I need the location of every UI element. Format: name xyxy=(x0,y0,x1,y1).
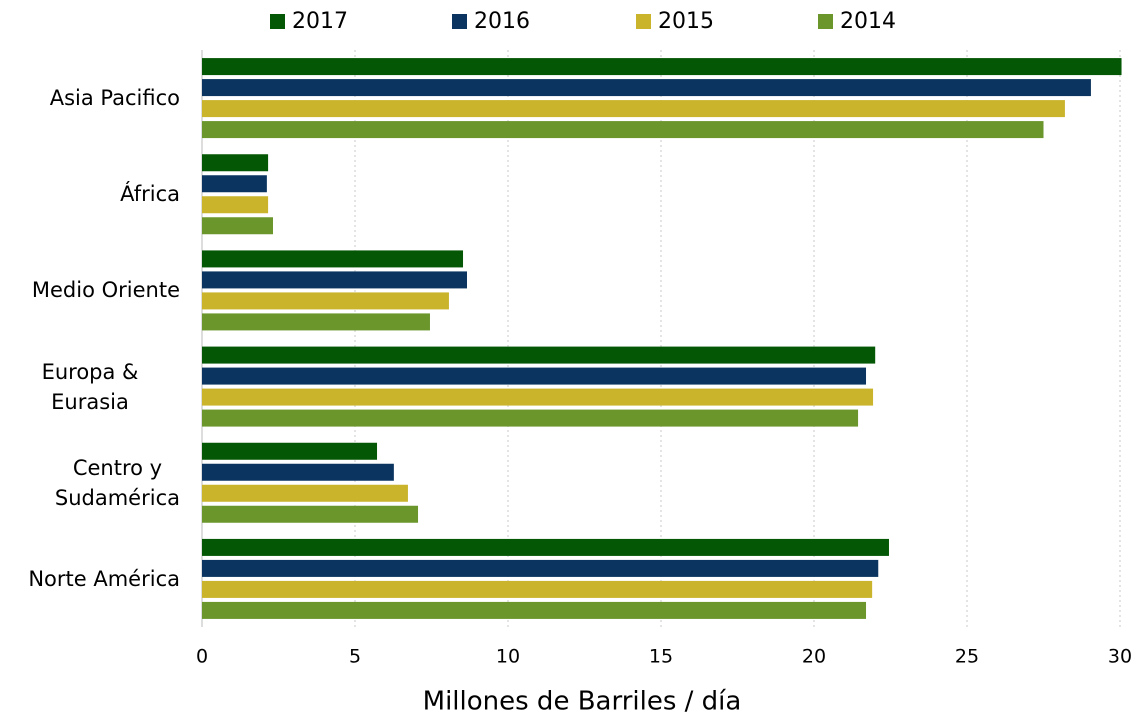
y-tick-label: Europa & Eurasia xyxy=(41,359,139,414)
legend-swatch xyxy=(636,14,651,29)
bar xyxy=(202,580,873,598)
bar xyxy=(202,292,449,310)
bar xyxy=(202,538,889,556)
legend-label: 2017 xyxy=(292,9,348,34)
x-tick-label: 5 xyxy=(349,646,361,668)
bar xyxy=(202,250,464,268)
bar xyxy=(202,484,408,502)
legend-swatch xyxy=(452,14,467,29)
bar xyxy=(202,313,430,331)
bar xyxy=(202,175,267,193)
bar xyxy=(202,58,1122,76)
bar xyxy=(202,121,1044,139)
x-tick-label: 30 xyxy=(1108,646,1132,668)
x-axis-title: Millones de Barriles / día xyxy=(423,687,742,715)
x-tick-label: 20 xyxy=(802,646,826,668)
x-tick-label: 0 xyxy=(196,646,208,668)
legend-swatch xyxy=(818,14,833,29)
legend-label: 2015 xyxy=(658,9,714,34)
bar xyxy=(202,271,467,289)
y-tick-label: Centro y Sudamérica xyxy=(54,455,180,510)
bar xyxy=(202,217,273,235)
x-tick-label: 15 xyxy=(649,646,673,668)
x-tick-label: 10 xyxy=(496,646,520,668)
bar xyxy=(202,559,879,577)
bar xyxy=(202,100,1065,118)
x-tick-label: 25 xyxy=(955,646,979,668)
bar xyxy=(202,463,394,481)
bar xyxy=(202,79,1091,97)
y-tick-label: Asia Pacifico xyxy=(49,86,180,111)
y-tick-label: Norte América xyxy=(28,566,180,591)
y-tick-label: Medio Oriente xyxy=(31,278,180,303)
legend-label: 2016 xyxy=(474,9,530,34)
y-tick-label: África xyxy=(120,182,180,207)
legend-label: 2014 xyxy=(840,9,896,34)
bar xyxy=(202,154,269,172)
bar xyxy=(202,442,378,460)
bar xyxy=(202,601,867,619)
bar xyxy=(202,367,867,385)
bar xyxy=(202,409,859,427)
bar xyxy=(202,346,876,364)
bar xyxy=(202,196,269,214)
bar xyxy=(202,388,874,406)
bar xyxy=(202,505,419,523)
legend-swatch xyxy=(270,14,285,29)
